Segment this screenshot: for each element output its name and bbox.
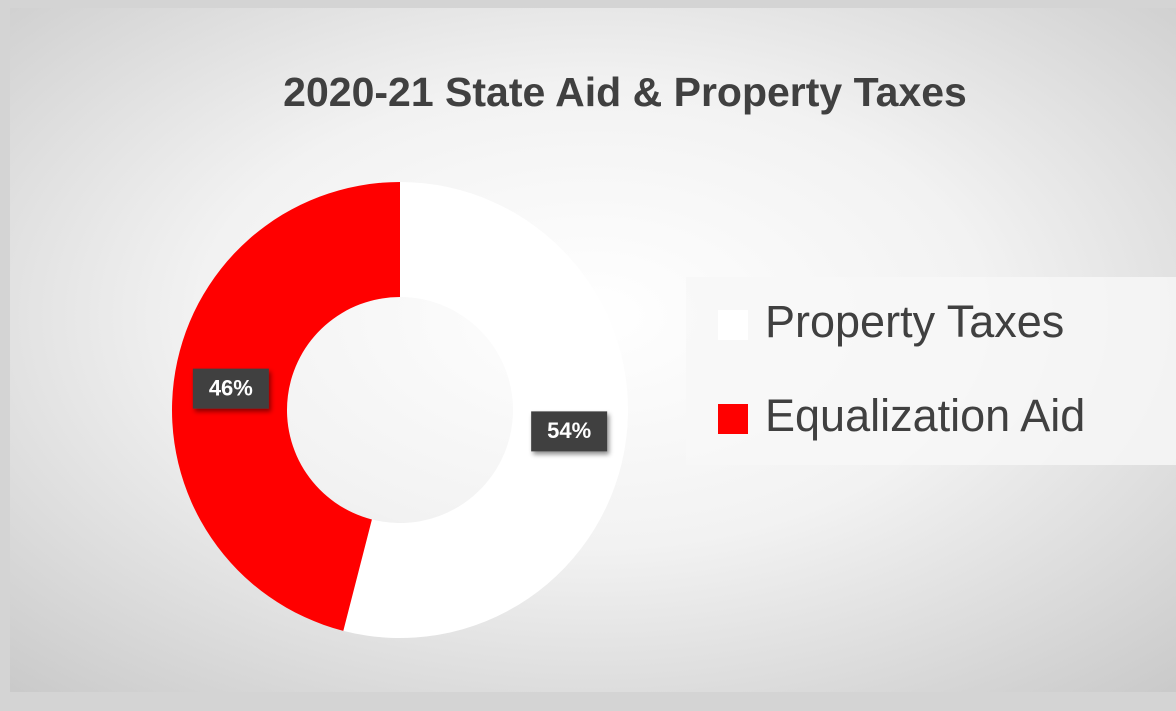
- legend-swatch: [718, 310, 748, 340]
- data-label-box: [531, 411, 608, 452]
- data-label-box: [192, 368, 269, 409]
- donut-slice: [343, 182, 628, 638]
- legend-label: Property Taxes: [765, 296, 1064, 347]
- legend-label: Equalization Aid: [765, 390, 1085, 441]
- chart-title: 2020-21 State Aid & Property Taxes: [283, 69, 967, 115]
- data-label: 46%: [209, 375, 253, 400]
- data-label: 54%: [547, 418, 591, 443]
- legend-box: [686, 277, 1176, 465]
- legend-swatch: [718, 404, 748, 434]
- donut-slice: [172, 182, 400, 631]
